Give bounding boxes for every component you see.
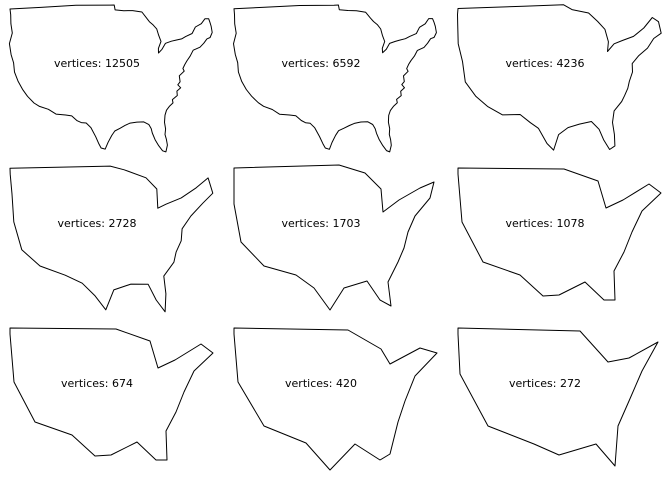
- vertices-label-8: vertices: 420: [285, 377, 357, 390]
- us-outline-path-2: [233, 4, 437, 153]
- us-outline-map-1: [8, 4, 213, 153]
- us-outline-path-6: [457, 167, 662, 301]
- map-panel-1: vertices: 12505: [0, 0, 224, 160]
- map-panel-3: vertices: 4236: [448, 0, 672, 160]
- us-outline-map-2: [233, 4, 437, 153]
- us-outline-path-1: [8, 4, 213, 153]
- map-panel-8: vertices: 420: [224, 320, 448, 480]
- map-panel-7: vertices: 674: [0, 320, 224, 480]
- us-outline-map-5: [233, 164, 435, 311]
- vertices-label-6: vertices: 1078: [505, 217, 585, 230]
- us-outline-path-4: [9, 165, 214, 313]
- us-outline-map-6: [457, 167, 662, 301]
- us-outline-path-3: [457, 4, 662, 151]
- vertices-label-4: vertices: 2728: [57, 217, 137, 230]
- vertices-label-2: vertices: 6592: [281, 57, 361, 70]
- us-outline-path-9: [457, 327, 659, 467]
- map-panel-2: vertices: 6592: [224, 0, 448, 160]
- vertices-label-1: vertices: 12505: [54, 57, 140, 70]
- map-panel-6: vertices: 1078: [448, 160, 672, 320]
- map-panel-5: vertices: 1703: [224, 160, 448, 320]
- map-panel-4: vertices: 2728: [0, 160, 224, 320]
- us-outline-path-8: [233, 327, 438, 471]
- vertices-label-7: vertices: 674: [61, 377, 133, 390]
- vertices-label-5: vertices: 1703: [281, 217, 361, 230]
- us-outline-map-8: [233, 327, 438, 471]
- vertices-label-3: vertices: 4236: [505, 57, 585, 70]
- us-outline-map-9: [457, 327, 659, 467]
- us-outline-path-5: [233, 164, 435, 311]
- map-panel-9: vertices: 272: [448, 320, 672, 480]
- us-outline-map-3: [457, 4, 662, 151]
- us-outline-path-7: [9, 327, 214, 461]
- us-outline-map-4: [9, 165, 214, 313]
- us-outline-map-7: [9, 327, 214, 461]
- vertices-label-9: vertices: 272: [509, 377, 581, 390]
